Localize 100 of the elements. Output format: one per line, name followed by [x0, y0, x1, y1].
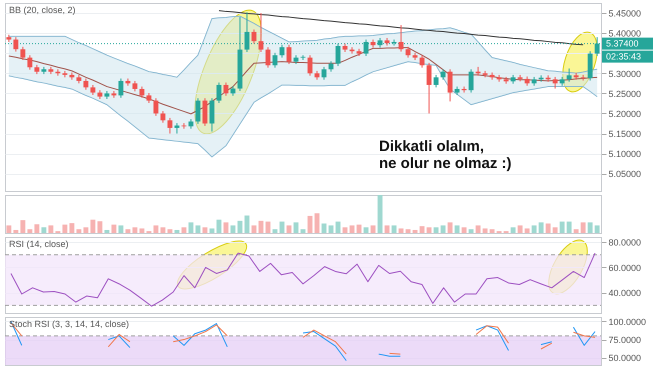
y-tick-label: 60.0000 — [608, 262, 642, 273]
bar — [426, 227, 432, 233]
bar — [195, 225, 200, 233]
bar — [384, 225, 390, 233]
bar — [370, 225, 376, 233]
y-tick-label: 5.05000 — [608, 169, 642, 180]
candlestick — [153, 98, 158, 116]
candlestick — [146, 92, 152, 104]
bar — [132, 227, 138, 233]
candlestick — [468, 68, 474, 94]
bar — [202, 227, 208, 233]
candlestick — [272, 52, 278, 68]
bar — [328, 225, 334, 233]
bar — [244, 216, 250, 233]
bar — [468, 229, 474, 233]
bar — [224, 222, 228, 233]
bar — [272, 229, 278, 233]
bar — [210, 228, 214, 233]
bar — [322, 224, 326, 233]
bar — [294, 222, 298, 233]
bar — [588, 222, 593, 233]
bar — [314, 213, 320, 233]
bar — [62, 224, 68, 233]
bar — [153, 225, 158, 233]
y-tick-label: 5.20000 — [608, 108, 642, 119]
bar — [20, 220, 26, 233]
bar — [104, 230, 110, 233]
y-tick-label: 80.0000 — [608, 238, 642, 248]
bar — [532, 225, 537, 233]
bar — [398, 228, 404, 233]
bar — [566, 222, 572, 233]
bar — [378, 195, 382, 233]
candlestick — [188, 118, 194, 130]
candlestick — [266, 46, 270, 68]
candlestick — [167, 117, 172, 134]
candlestick — [174, 122, 180, 134]
bar — [266, 222, 270, 233]
bar — [336, 222, 340, 233]
bar — [300, 229, 306, 233]
bar — [356, 224, 362, 233]
candlestick — [34, 64, 40, 75]
y-tick-label: 75.0000 — [608, 335, 642, 346]
candlestick — [448, 68, 453, 102]
bar — [238, 220, 242, 233]
candlestick — [322, 66, 326, 80]
candlestick — [552, 76, 558, 90]
bar — [594, 225, 600, 233]
candlestick — [90, 84, 96, 96]
candlestick — [230, 86, 236, 96]
bar — [6, 225, 12, 233]
bar — [27, 229, 32, 233]
bar — [434, 227, 439, 233]
candlestick — [406, 46, 411, 58]
bar — [216, 220, 222, 233]
bar — [286, 225, 292, 233]
bar — [69, 223, 74, 233]
candlestick — [258, 12, 264, 53]
bar — [350, 225, 354, 233]
bar — [90, 220, 96, 233]
bar — [160, 227, 166, 233]
bar — [181, 227, 186, 233]
candlestick — [216, 82, 222, 104]
candlestick — [420, 54, 425, 68]
bar — [490, 229, 495, 233]
candlestick — [328, 60, 334, 72]
bar — [167, 229, 172, 233]
chart-title: RSI (14, close) — [9, 239, 69, 249]
y-tick-label: 5.15000 — [608, 129, 642, 140]
bar — [125, 229, 130, 233]
bar — [406, 229, 411, 233]
bar — [462, 227, 467, 233]
bar — [482, 228, 488, 233]
bar — [364, 227, 368, 233]
bar — [546, 224, 551, 233]
candlestick — [83, 78, 88, 90]
candlestick — [224, 82, 228, 96]
bar — [420, 226, 425, 233]
candlestick — [286, 44, 292, 65]
candlestick — [202, 98, 208, 126]
bar — [118, 225, 124, 233]
line-series — [218, 10, 584, 46]
bar — [34, 224, 40, 233]
bar — [252, 225, 256, 233]
bar — [476, 225, 481, 233]
bar — [560, 222, 565, 233]
candlestick — [566, 68, 572, 82]
y-tick-label: 5.30000 — [608, 68, 642, 79]
annotation: Dikkatli olalım, ne olur ne olmaz :) — [379, 138, 512, 172]
candlestick — [398, 24, 404, 52]
bar — [412, 230, 418, 233]
candlestick — [13, 36, 18, 52]
bar — [230, 225, 236, 233]
text: 02:35:43 — [606, 52, 642, 62]
y-tick-label: 100.0000 — [608, 316, 646, 327]
candlestick — [118, 78, 124, 98]
y-tick-label: 5.40000 — [608, 28, 642, 39]
y-tick-label: 5.25000 — [608, 88, 642, 99]
candlestick — [195, 98, 200, 124]
bar — [76, 229, 82, 233]
bar — [48, 225, 54, 233]
